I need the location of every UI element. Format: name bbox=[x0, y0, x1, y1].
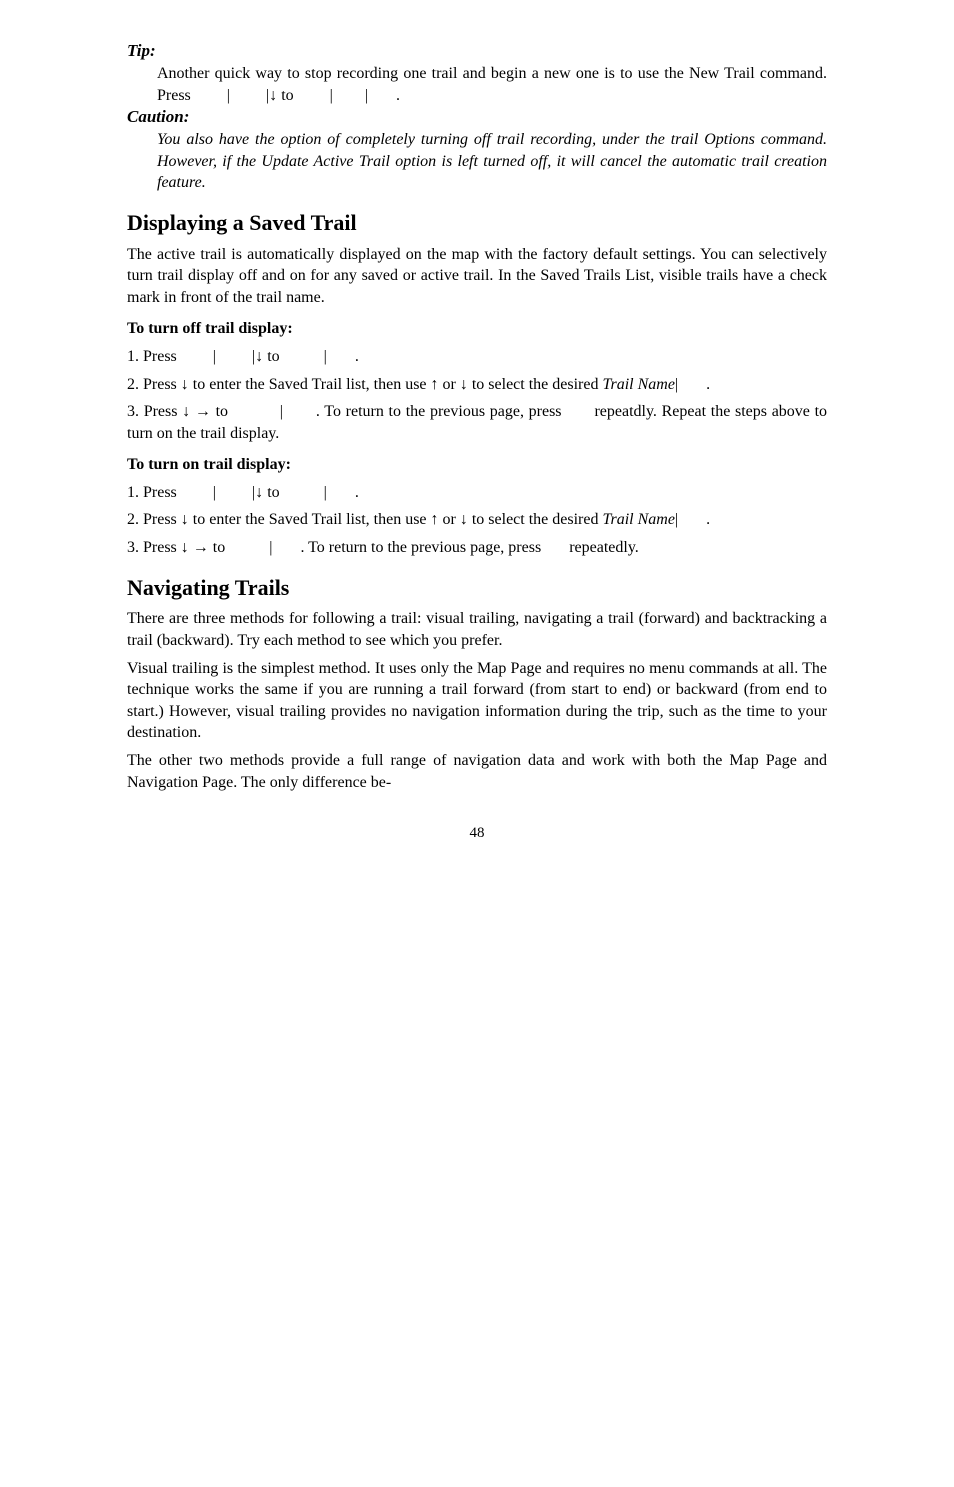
on-step3-sep: | bbox=[269, 539, 272, 556]
on-step2-or: or bbox=[439, 511, 460, 528]
off-step-2: 2. Press ↓ to enter the Saved Trail list… bbox=[127, 374, 827, 396]
off-step2-c: to select the desired bbox=[468, 376, 603, 393]
down-arrow-icon: ↓ bbox=[181, 376, 189, 393]
tip-sep3: | bbox=[330, 87, 333, 104]
off-step3-to: to bbox=[211, 403, 233, 420]
on-step-1: 1. Press | |↓ to | . bbox=[127, 482, 827, 504]
off-step1-sep1: | bbox=[213, 348, 216, 365]
off-step1-period: . bbox=[355, 348, 359, 365]
down-arrow-icon: ↓ bbox=[269, 87, 277, 104]
on-step2-b: to enter the Saved Trail list, then use bbox=[189, 511, 431, 528]
off-step3-sep: | bbox=[280, 403, 283, 420]
turn-off-subhead: To turn off trail display: bbox=[127, 318, 827, 340]
off-step2-sep: | bbox=[675, 376, 678, 393]
down-arrow-icon: ↓ bbox=[181, 511, 189, 528]
on-step-3: 3. Press ↓ → to | . To return to the pre… bbox=[127, 537, 827, 559]
on-step3-to: to bbox=[209, 539, 229, 556]
on-step3-c: repeatedly. bbox=[569, 539, 639, 556]
navigating-heading: Navigating Trails bbox=[127, 573, 827, 603]
down-arrow-icon: ↓ bbox=[255, 348, 263, 365]
on-step3-a: 3. Press bbox=[127, 539, 181, 556]
tip-sep4: | bbox=[365, 87, 368, 104]
navigating-p1: There are three methods for following a … bbox=[127, 608, 827, 651]
off-step2-a: 2. Press bbox=[127, 376, 181, 393]
off-step3-a: 3. Press bbox=[127, 403, 182, 420]
off-step1-sep3: | bbox=[324, 348, 327, 365]
tip-text-1: Another quick way to stop recording one … bbox=[157, 65, 827, 104]
right-arrow-icon: → bbox=[193, 539, 209, 556]
on-step3-b: . To return to the previous page, press bbox=[300, 539, 545, 556]
on-step2-a: 2. Press bbox=[127, 511, 181, 528]
displaying-heading: Displaying a Saved Trail bbox=[127, 208, 827, 238]
tip-sep1: | bbox=[227, 87, 230, 104]
up-arrow-icon: ↑ bbox=[431, 376, 439, 393]
down-arrow-icon: ↓ bbox=[460, 376, 468, 393]
on-step2-period: . bbox=[706, 511, 710, 528]
off-step1-text: 1. Press bbox=[127, 348, 181, 365]
on-step1-text: 1. Press bbox=[127, 484, 181, 501]
up-arrow-icon: ↑ bbox=[431, 511, 439, 528]
off-step-1: 1. Press | |↓ to | . bbox=[127, 346, 827, 368]
off-step2-or: or bbox=[439, 376, 460, 393]
turn-on-subhead: To turn on trail display: bbox=[127, 454, 827, 476]
on-step1-period: . bbox=[355, 484, 359, 501]
on-step1-sep3: | bbox=[324, 484, 327, 501]
on-step-2: 2. Press ↓ to enter the Saved Trail list… bbox=[127, 509, 827, 531]
off-step-3: 3. Press ↓ → to | . To return to the pre… bbox=[127, 401, 827, 444]
on-step1-to: to bbox=[267, 484, 283, 501]
on-step1-sep1: | bbox=[213, 484, 216, 501]
caution-label: Caution: bbox=[127, 106, 827, 129]
on-step2-sep: | bbox=[675, 511, 678, 528]
off-step1-to: to bbox=[267, 348, 283, 365]
down-arrow-icon: ↓ bbox=[460, 511, 468, 528]
off-step2-b: to enter the Saved Trail list, then use bbox=[189, 376, 431, 393]
on-step2-trailname: Trail Name bbox=[602, 511, 674, 528]
tip-to: to bbox=[281, 87, 297, 104]
caution-body: You also have the option of completely t… bbox=[157, 129, 827, 194]
tip-period: . bbox=[396, 87, 400, 104]
on-step2-c: to select the desired bbox=[468, 511, 603, 528]
tip-body: Another quick way to stop recording one … bbox=[157, 63, 827, 106]
down-arrow-icon: ↓ bbox=[255, 484, 263, 501]
right-arrow-icon: → bbox=[195, 403, 211, 420]
tip-label: Tip: bbox=[127, 40, 827, 63]
displaying-intro: The active trail is automatically displa… bbox=[127, 244, 827, 309]
navigating-p2: Visual trailing is the simplest method. … bbox=[127, 658, 827, 744]
off-step3-b: . To return to the previous page, press bbox=[316, 403, 566, 420]
down-arrow-icon: ↓ bbox=[182, 403, 190, 420]
down-arrow-icon: ↓ bbox=[181, 539, 189, 556]
page-number: 48 bbox=[127, 823, 827, 843]
off-step2-period: . bbox=[706, 376, 710, 393]
off-step2-trailname: Trail Name bbox=[602, 376, 674, 393]
navigating-p3: The other two methods provide a full ran… bbox=[127, 750, 827, 793]
